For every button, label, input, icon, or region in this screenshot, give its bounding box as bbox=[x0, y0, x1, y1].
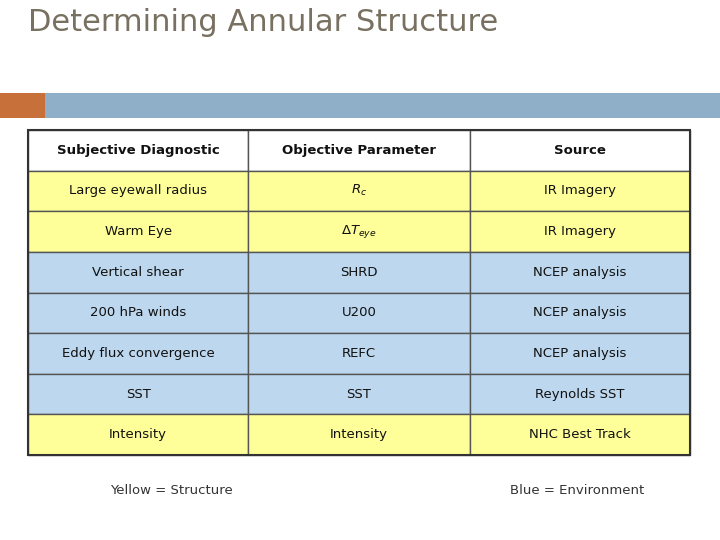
Text: NCEP analysis: NCEP analysis bbox=[533, 306, 626, 319]
Bar bbox=[469, 374, 690, 414]
Text: Large eyewall radius: Large eyewall radius bbox=[69, 185, 207, 198]
Bar bbox=[248, 211, 469, 252]
Text: SST: SST bbox=[346, 388, 372, 401]
Bar bbox=[28, 130, 690, 455]
Text: Objective Parameter: Objective Parameter bbox=[282, 144, 436, 157]
Text: Intensity: Intensity bbox=[109, 428, 167, 441]
Bar bbox=[248, 252, 469, 293]
Bar bbox=[469, 333, 690, 374]
Bar bbox=[28, 211, 248, 252]
Text: REFC: REFC bbox=[342, 347, 376, 360]
Text: 200 hPa winds: 200 hPa winds bbox=[90, 306, 186, 319]
Text: $\Delta T_{eye}$: $\Delta T_{eye}$ bbox=[341, 223, 377, 240]
Text: Warm Eye: Warm Eye bbox=[104, 225, 172, 238]
Bar bbox=[248, 130, 469, 171]
Bar bbox=[28, 374, 248, 414]
Bar bbox=[28, 171, 248, 211]
Text: Intensity: Intensity bbox=[330, 428, 388, 441]
Bar bbox=[248, 374, 469, 414]
Bar bbox=[248, 414, 469, 455]
Bar bbox=[469, 293, 690, 333]
Bar bbox=[28, 293, 248, 333]
Text: U200: U200 bbox=[341, 306, 377, 319]
Text: $R_c$: $R_c$ bbox=[351, 184, 367, 199]
Bar bbox=[28, 252, 248, 293]
Text: Eddy flux convergence: Eddy flux convergence bbox=[62, 347, 215, 360]
Bar bbox=[469, 414, 690, 455]
Bar bbox=[28, 130, 248, 171]
Text: NCEP analysis: NCEP analysis bbox=[533, 266, 626, 279]
Text: SHRD: SHRD bbox=[341, 266, 378, 279]
Bar bbox=[248, 333, 469, 374]
Bar bbox=[28, 414, 248, 455]
Bar bbox=[45, 93, 720, 118]
Text: NCEP analysis: NCEP analysis bbox=[533, 347, 626, 360]
Text: Yellow = Structure: Yellow = Structure bbox=[110, 483, 233, 496]
Text: SST: SST bbox=[126, 388, 150, 401]
Bar bbox=[469, 130, 690, 171]
Bar bbox=[469, 211, 690, 252]
Text: Determining Annular Structure: Determining Annular Structure bbox=[28, 8, 498, 37]
Bar bbox=[469, 171, 690, 211]
Bar bbox=[248, 171, 469, 211]
Text: Subjective Diagnostic: Subjective Diagnostic bbox=[57, 144, 220, 157]
Text: Blue = Environment: Blue = Environment bbox=[510, 483, 644, 496]
Text: IR Imagery: IR Imagery bbox=[544, 185, 616, 198]
Bar bbox=[0, 93, 45, 118]
Text: IR Imagery: IR Imagery bbox=[544, 225, 616, 238]
Bar bbox=[28, 333, 248, 374]
Text: Vertical shear: Vertical shear bbox=[92, 266, 184, 279]
Text: Source: Source bbox=[554, 144, 606, 157]
Text: NHC Best Track: NHC Best Track bbox=[529, 428, 631, 441]
Bar bbox=[469, 252, 690, 293]
Text: Reynolds SST: Reynolds SST bbox=[535, 388, 624, 401]
Bar bbox=[248, 293, 469, 333]
